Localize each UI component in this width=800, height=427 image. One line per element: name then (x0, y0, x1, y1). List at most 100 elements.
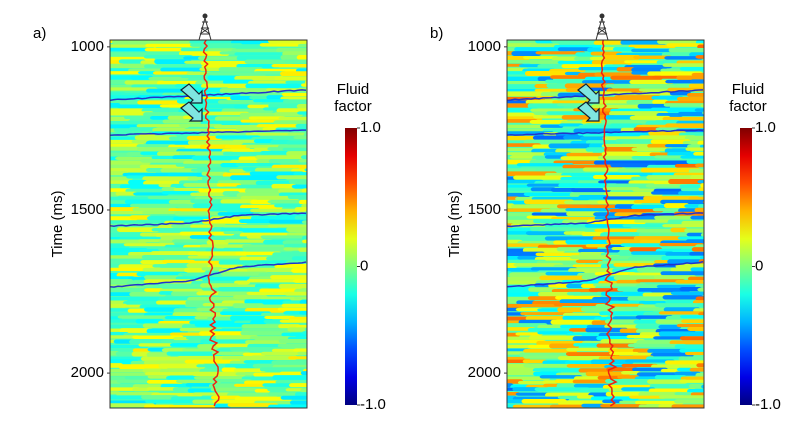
reflection (166, 375, 201, 380)
reflection (167, 115, 187, 120)
reflection (230, 175, 288, 180)
reflection (134, 135, 178, 141)
reflection (233, 295, 268, 300)
reflection (110, 287, 156, 293)
reflection (202, 303, 241, 307)
reflection (620, 40, 667, 45)
reflection (573, 343, 603, 347)
colorbar-tick-label: -1.0 (755, 396, 781, 413)
reflection (614, 204, 636, 209)
reflection (627, 296, 672, 301)
reflection (543, 383, 560, 387)
reflection (136, 271, 189, 277)
reflection (255, 155, 307, 160)
reflection (143, 64, 193, 69)
reflection (600, 339, 646, 344)
reflection (553, 160, 604, 164)
reflection (564, 200, 606, 205)
reflection (221, 367, 237, 373)
reflection (118, 264, 161, 269)
reflection (658, 311, 704, 315)
reflection (268, 103, 304, 109)
reflection (215, 135, 261, 139)
reflection (507, 236, 557, 240)
reflection (674, 163, 701, 168)
reflection (254, 388, 271, 393)
reflection (116, 227, 161, 232)
reflection (196, 291, 224, 296)
reflection (118, 364, 169, 370)
reflection (634, 219, 676, 223)
reflection (660, 271, 704, 276)
reflection (631, 67, 668, 72)
reflection (580, 136, 609, 141)
reflection (603, 147, 639, 152)
reflection (611, 247, 634, 251)
reflection (127, 308, 149, 313)
reflection (679, 336, 704, 341)
reflection (171, 291, 203, 296)
reflection (532, 155, 548, 161)
reflection (243, 360, 279, 364)
reflection (511, 51, 542, 56)
reflection (619, 400, 639, 404)
reflection (206, 276, 260, 282)
reflection (291, 268, 307, 273)
reflection (233, 383, 270, 387)
reflection (238, 156, 260, 161)
reflection (113, 339, 133, 344)
reflection (110, 120, 159, 125)
reflection (278, 283, 307, 289)
reflection (211, 351, 251, 356)
reflection (231, 48, 288, 53)
reflection (246, 267, 303, 273)
reflection (564, 360, 598, 364)
reflection (306, 350, 307, 351)
reflection (651, 95, 684, 100)
reflection (700, 183, 704, 188)
section-frame (109, 39, 308, 409)
reflection (173, 187, 205, 192)
colorbar (345, 128, 357, 405)
reflection (140, 260, 168, 265)
reflection (593, 40, 628, 46)
reflection (679, 67, 704, 71)
reflection (597, 155, 640, 160)
reflection (509, 155, 538, 159)
reflection (621, 371, 641, 375)
reflection (515, 307, 543, 312)
reflection (579, 388, 616, 393)
reflection (175, 163, 232, 167)
reflection (233, 368, 267, 373)
reflection (507, 208, 552, 212)
reflection (231, 139, 260, 143)
reflection (654, 375, 688, 380)
reflection (200, 83, 257, 89)
reflection (534, 256, 579, 262)
reflection (639, 239, 666, 245)
reflection (537, 331, 574, 335)
reflection (126, 152, 144, 157)
reflection (687, 276, 704, 281)
reflection (181, 324, 198, 329)
reflection (138, 71, 157, 75)
reflection (573, 383, 611, 388)
reflection (298, 199, 307, 205)
reflection (657, 40, 704, 45)
reflection (145, 43, 202, 48)
reflection (667, 219, 685, 225)
reflection (523, 199, 575, 205)
reflection (617, 287, 643, 292)
reflection (146, 387, 180, 391)
reflection (280, 71, 307, 77)
reflection (224, 239, 273, 243)
reflection (277, 343, 307, 349)
reflection (532, 144, 553, 149)
seismic-section (507, 40, 704, 408)
reflection (116, 104, 171, 109)
reflection (633, 319, 661, 324)
reflection (173, 336, 190, 341)
reflection (235, 372, 258, 376)
reflection (262, 127, 279, 131)
reflection (241, 328, 299, 332)
